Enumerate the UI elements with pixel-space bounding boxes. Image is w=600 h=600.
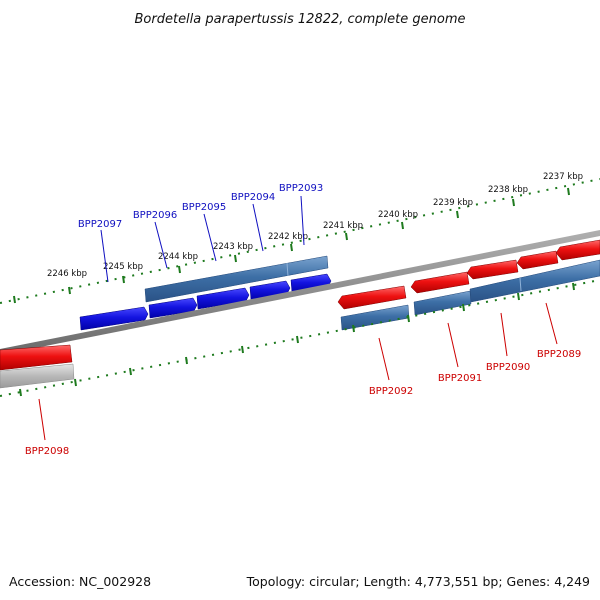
kbp-label: 2241 kbp bbox=[323, 221, 363, 231]
outer-tick bbox=[345, 232, 348, 241]
genome-summary-text: Topology: circular; Length: 4,773,551 bp… bbox=[246, 574, 590, 589]
cds-arrow-bpp2092 bbox=[337, 285, 407, 310]
leader-line bbox=[203, 213, 217, 262]
inner-tick bbox=[19, 388, 22, 397]
gene-label-bpp2096: BPP2096 bbox=[133, 210, 177, 221]
leader-line bbox=[500, 312, 508, 357]
inner-tick bbox=[352, 324, 355, 333]
cds-arrow-bpp2094 bbox=[249, 280, 291, 301]
inner-tick-ring bbox=[0, 279, 600, 397]
gene-label-bpp2089: BPP2089 bbox=[537, 349, 581, 360]
leader-line bbox=[100, 229, 109, 283]
kbp-label: 2244 kbp bbox=[158, 252, 198, 262]
kbp-label: 2238 kbp bbox=[488, 185, 528, 195]
leader-line bbox=[38, 398, 46, 441]
gene-bar-bpp2091 bbox=[413, 290, 472, 316]
leader-line bbox=[300, 195, 305, 246]
kbp-label: 2245 kbp bbox=[103, 262, 143, 272]
genome-backbone bbox=[0, 230, 600, 355]
leader-line bbox=[447, 322, 459, 368]
cds-arrow-bpp2097 bbox=[79, 306, 149, 331]
forward-gene-bar bbox=[144, 255, 329, 303]
outer-tick-ring bbox=[0, 178, 600, 304]
kbp-scale-labels: 2237 kbp 2238 kbp 2239 kbp 2240 kbp 2241… bbox=[47, 172, 583, 279]
gene-label-bpp2090: BPP2090 bbox=[486, 362, 530, 373]
reverse-cds-arrows bbox=[0, 239, 600, 371]
cds-arrow-bpp2096 bbox=[148, 297, 198, 319]
gene-label-bpp2093: BPP2093 bbox=[279, 183, 323, 194]
cds-arrow-bpp2091 bbox=[410, 271, 470, 294]
reverse-gene-bars bbox=[0, 259, 600, 389]
gene-bar-other bbox=[0, 363, 75, 389]
inner-tick bbox=[129, 367, 132, 376]
kbp-label: 2240 kbp bbox=[378, 210, 418, 220]
gene-label-bpp2094: BPP2094 bbox=[231, 192, 275, 203]
outer-tick bbox=[234, 254, 237, 263]
cds-arrow-edge bbox=[555, 239, 600, 261]
gene-label-bpp2092: BPP2092 bbox=[369, 386, 413, 397]
inner-tick bbox=[185, 356, 188, 365]
leader-line bbox=[378, 337, 390, 381]
cds-arrow-bpp2098 bbox=[0, 344, 73, 371]
outer-ring-dots bbox=[0, 178, 600, 304]
outer-tick bbox=[13, 295, 16, 304]
gene-bar-bpp2092 bbox=[340, 304, 410, 331]
outer-major-ticks bbox=[13, 187, 570, 304]
kbp-label: 2242 kbp bbox=[268, 232, 308, 242]
accession-text: Accession: NC_002928 bbox=[9, 574, 151, 589]
kbp-label: 2239 kbp bbox=[433, 198, 473, 208]
inner-tick bbox=[241, 345, 244, 354]
outer-tick bbox=[512, 198, 515, 207]
inner-tick bbox=[407, 314, 410, 323]
inner-tick bbox=[462, 303, 465, 312]
cds-arrow-bpp2095 bbox=[196, 287, 250, 310]
leader-line bbox=[154, 221, 168, 269]
inner-ring-dots bbox=[0, 279, 600, 397]
outer-tick bbox=[290, 243, 293, 252]
outer-tick bbox=[567, 187, 570, 196]
gene-label-bpp2098: BPP2098 bbox=[25, 446, 69, 457]
inner-major-ticks bbox=[19, 282, 575, 397]
inner-tick bbox=[517, 292, 520, 301]
outer-tick bbox=[68, 286, 71, 295]
map-title: Bordetella parapertussis 12822, complete… bbox=[135, 12, 466, 27]
forward-cds-arrows bbox=[79, 273, 332, 331]
forward-gene-labels: BPP2097 BPP2096 BPP2095 BPP2094 BPP2093 bbox=[78, 183, 323, 283]
inner-tick bbox=[296, 335, 299, 344]
gene-bar-divider bbox=[519, 277, 522, 292]
outer-tick bbox=[178, 265, 181, 274]
outer-tick bbox=[456, 210, 459, 219]
inner-tick bbox=[572, 282, 575, 291]
kbp-label: 2237 kbp bbox=[543, 172, 583, 182]
inner-tick bbox=[74, 378, 77, 387]
outer-tick bbox=[401, 221, 404, 230]
outer-tick bbox=[122, 275, 125, 284]
reverse-gene-labels: BPP2098 BPP2092 BPP2091 BPP2090 BPP2089 bbox=[25, 302, 581, 457]
kbp-label: 2246 kbp bbox=[47, 269, 87, 279]
kbp-label: 2243 kbp bbox=[213, 242, 253, 252]
gene-bar-bpp2090-2089 bbox=[469, 259, 600, 303]
gene-label-bpp2097: BPP2097 bbox=[78, 219, 122, 230]
leader-line bbox=[252, 203, 264, 252]
cds-arrow-bpp2090 bbox=[466, 259, 519, 280]
gene-label-bpp2095: BPP2095 bbox=[182, 202, 226, 213]
gene-label-bpp2091: BPP2091 bbox=[438, 373, 482, 384]
leader-line bbox=[545, 302, 558, 345]
cds-arrow-bpp2089 bbox=[516, 250, 559, 270]
gene-bar-divider bbox=[286, 262, 289, 277]
